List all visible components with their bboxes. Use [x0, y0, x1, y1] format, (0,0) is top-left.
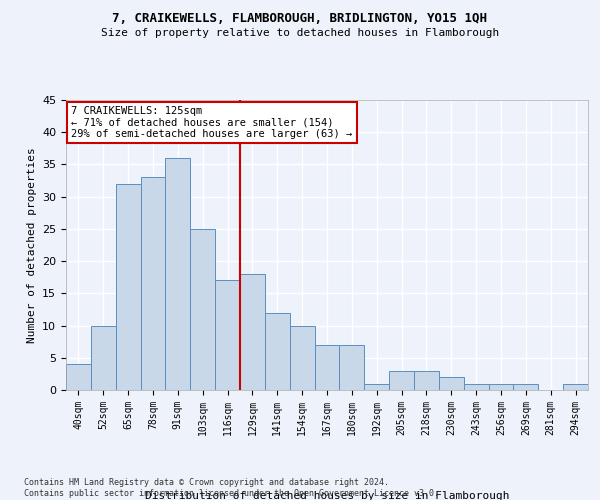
Bar	[389, 370, 414, 390]
Bar	[414, 370, 439, 390]
Text: 7 CRAIKEWELLS: 125sqm
← 71% of detached houses are smaller (154)
29% of semi-det: 7 CRAIKEWELLS: 125sqm ← 71% of detached …	[71, 106, 352, 139]
Bar	[290, 326, 314, 390]
Bar	[190, 229, 215, 390]
Bar	[488, 384, 514, 390]
Bar	[240, 274, 265, 390]
Bar	[340, 345, 364, 390]
Bar	[116, 184, 140, 390]
Bar	[166, 158, 190, 390]
Bar	[314, 345, 340, 390]
Text: Size of property relative to detached houses in Flamborough: Size of property relative to detached ho…	[101, 28, 499, 38]
Bar	[364, 384, 389, 390]
Text: Contains HM Land Registry data © Crown copyright and database right 2024.
Contai: Contains HM Land Registry data © Crown c…	[24, 478, 439, 498]
Bar	[215, 280, 240, 390]
Y-axis label: Number of detached properties: Number of detached properties	[26, 147, 37, 343]
X-axis label: Distribution of detached houses by size in Flamborough: Distribution of detached houses by size …	[145, 490, 509, 500]
Bar	[66, 364, 91, 390]
Bar	[563, 384, 588, 390]
Text: 7, CRAIKEWELLS, FLAMBOROUGH, BRIDLINGTON, YO15 1QH: 7, CRAIKEWELLS, FLAMBOROUGH, BRIDLINGTON…	[113, 12, 487, 26]
Bar	[91, 326, 116, 390]
Bar	[514, 384, 538, 390]
Bar	[439, 377, 464, 390]
Bar	[265, 312, 290, 390]
Bar	[140, 178, 166, 390]
Bar	[464, 384, 488, 390]
